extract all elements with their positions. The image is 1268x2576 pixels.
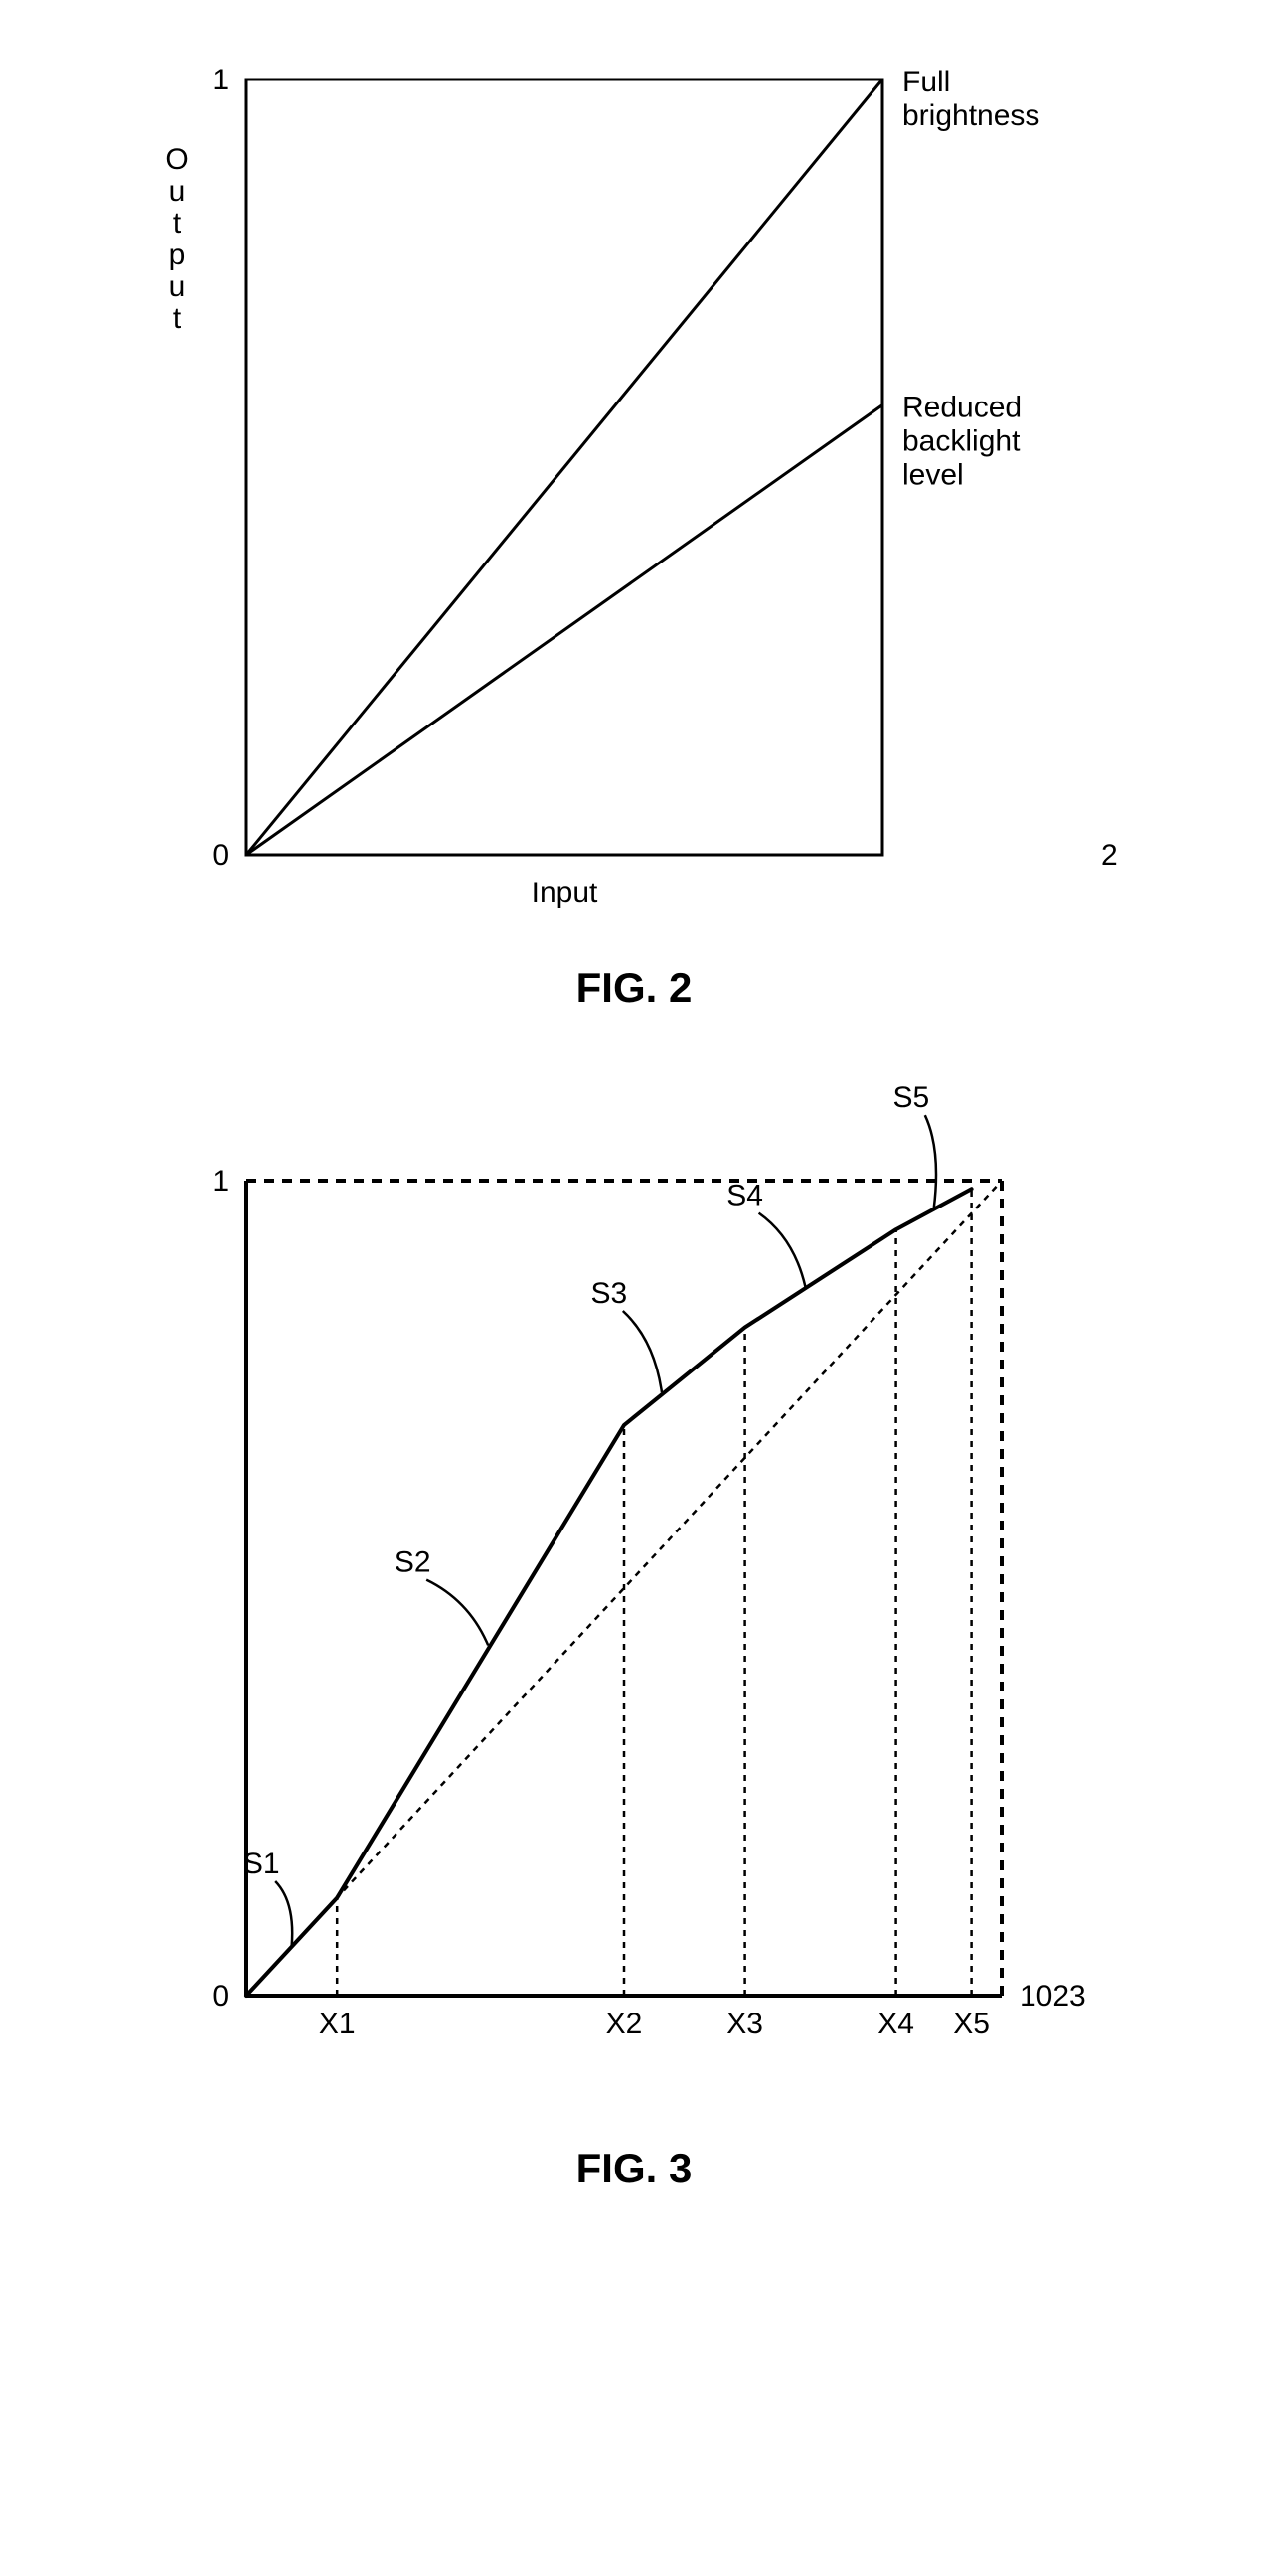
fig2-ylabel-char: t [173,207,182,240]
figure-3-chart: X1 X2 X3 X4 X5 S1 S2 S3 S4 S5 1 0 1023 [137,1071,1131,2115]
fig2-ytick-0: 0 [212,839,229,872]
fig3-leader [275,1881,292,1947]
fig3-leader [759,1213,806,1287]
fig2-label-reduced: backlight [902,425,1021,458]
fig2-label-reduced: level [902,459,964,492]
figure-3-block: X1 X2 X3 X4 X5 S1 S2 S3 S4 S5 1 0 1023 FIG. 3 [137,1071,1131,2192]
fig2-line-reduced [246,405,882,855]
fig2-xlabel: Input [532,877,598,909]
fig3-segment-label: S4 [726,1180,763,1212]
fig3-xtick-right: 1023 [1020,1980,1086,2012]
figure-2-block: 102OutputInputFullbrightnessReducedbackl… [137,40,1131,1012]
fig2-line-full [246,80,882,855]
figure-2-caption: FIG. 2 [576,964,693,1012]
fig3-leader [426,1580,488,1646]
fig3-segment-label: S1 [243,1848,280,1880]
fig2-ylabel-char: u [169,175,186,208]
fig2-ylabel-char: p [169,239,186,271]
fig3-xbreak-label: X2 [606,2008,643,2040]
fig3-xbreak-label: X5 [953,2008,990,2040]
figure-3-caption: FIG. 3 [576,2145,693,2192]
fig2-label-reduced: Reduced [902,392,1022,424]
fig2-ylabel-char: u [169,270,186,303]
fig3-segment-label: S5 [892,1081,929,1114]
fig3-leader [623,1311,662,1392]
figure-2-chart: 102OutputInputFullbrightnessReducedbackl… [137,40,1131,934]
fig3-xbreak-label: X3 [726,2008,763,2040]
fig3-ytick-0: 0 [212,1980,229,2012]
fig3-segment-label: S3 [590,1277,627,1310]
fig3-xbreak-label: X1 [319,2008,356,2040]
fig2-label-full: brightness [902,99,1039,132]
fig2-xtick-2: 2 [1101,839,1118,872]
fig2-ylabel-char: O [165,143,188,176]
fig2-label-full: Full [902,66,950,98]
fig2-ylabel-char: t [173,302,182,335]
fig3-leader [925,1115,936,1209]
fig3-ytick-1: 1 [212,1165,229,1198]
fig3-xbreak-label: X4 [877,2008,914,2040]
fig2-ytick-1: 1 [212,64,229,96]
fig3-segment-label: S2 [395,1546,431,1579]
